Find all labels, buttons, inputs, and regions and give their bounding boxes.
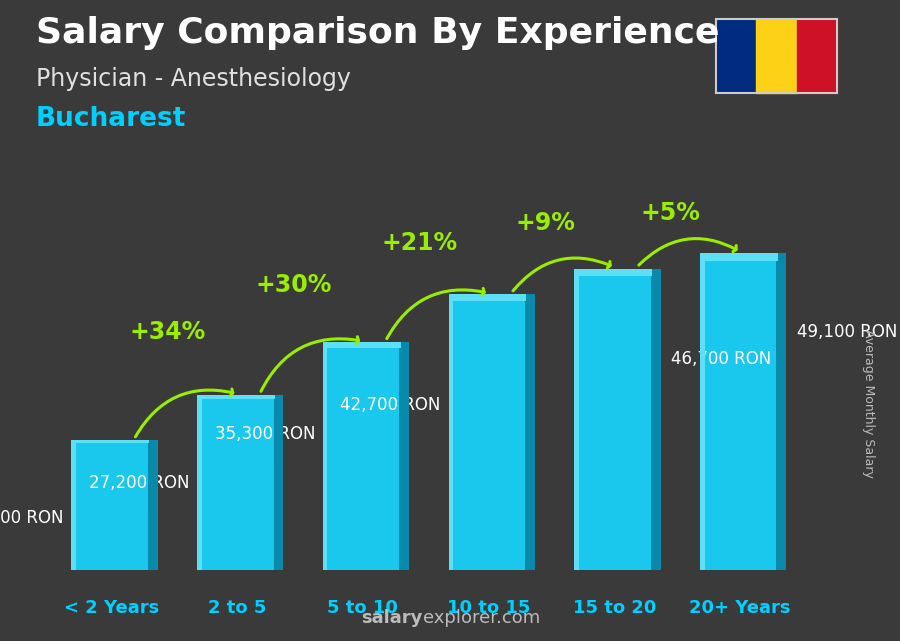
- Text: salary: salary: [362, 609, 423, 627]
- Text: 46,700 RON: 46,700 RON: [670, 350, 771, 368]
- Bar: [74, 440, 149, 443]
- Bar: [777, 253, 787, 570]
- Text: 27,200 RON: 27,200 RON: [89, 474, 189, 492]
- Text: 15 to 20: 15 to 20: [572, 599, 656, 617]
- Bar: [323, 342, 328, 570]
- Bar: [451, 294, 526, 301]
- Bar: [148, 440, 157, 570]
- Text: 35,300 RON: 35,300 RON: [214, 424, 315, 442]
- Bar: [574, 269, 579, 570]
- Bar: [197, 395, 202, 570]
- Bar: [71, 440, 76, 570]
- Text: 20+ Years: 20+ Years: [689, 599, 791, 617]
- Bar: [274, 395, 284, 570]
- Text: < 2 Years: < 2 Years: [64, 599, 159, 617]
- Text: Bucharest: Bucharest: [36, 106, 186, 132]
- Bar: [200, 395, 274, 399]
- Text: 2 to 5: 2 to 5: [208, 599, 266, 617]
- Bar: [702, 253, 778, 570]
- Bar: [74, 440, 149, 570]
- Bar: [451, 294, 526, 570]
- Text: 42,700 RON: 42,700 RON: [340, 396, 441, 414]
- Text: Average Monthly Salary: Average Monthly Salary: [862, 329, 875, 478]
- Text: +5%: +5%: [641, 201, 701, 225]
- Bar: [400, 342, 410, 570]
- Bar: [796, 19, 837, 93]
- Text: 10 to 15: 10 to 15: [447, 599, 530, 617]
- Text: +34%: +34%: [130, 320, 206, 344]
- Text: Salary Comparison By Experience: Salary Comparison By Experience: [36, 16, 719, 50]
- Bar: [577, 269, 652, 276]
- Text: +30%: +30%: [256, 273, 332, 297]
- Text: 49,100 RON: 49,100 RON: [796, 324, 897, 342]
- Text: 20,200 RON: 20,200 RON: [0, 509, 64, 528]
- Text: +9%: +9%: [515, 211, 575, 235]
- Bar: [577, 269, 652, 570]
- Bar: [700, 253, 705, 570]
- Bar: [325, 342, 400, 348]
- Bar: [716, 19, 756, 93]
- Text: Physician - Anesthesiology: Physician - Anesthesiology: [36, 67, 351, 91]
- Text: +21%: +21%: [382, 231, 457, 255]
- Bar: [325, 342, 400, 570]
- Bar: [651, 269, 661, 570]
- Bar: [702, 253, 778, 261]
- Bar: [200, 395, 274, 570]
- Bar: [448, 294, 453, 570]
- Text: 5 to 10: 5 to 10: [328, 599, 399, 617]
- Bar: [756, 19, 796, 93]
- Text: explorer.com: explorer.com: [423, 609, 540, 627]
- Bar: [525, 294, 535, 570]
